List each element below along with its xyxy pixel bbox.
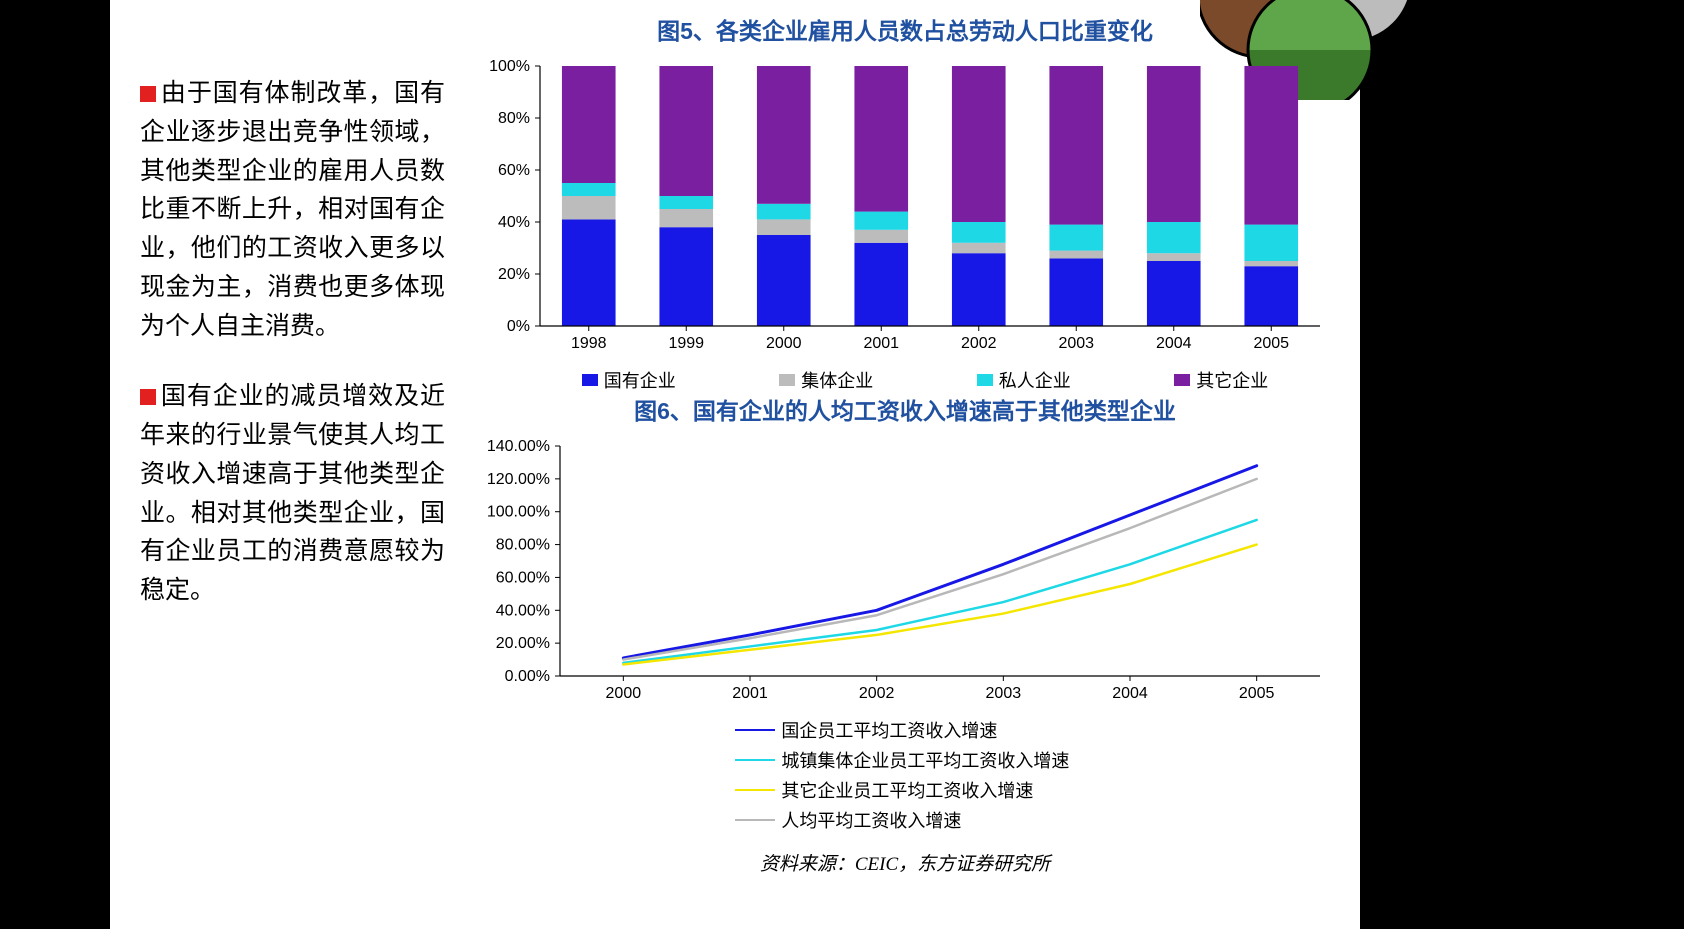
legend-label: 其它企业: [1196, 367, 1268, 393]
chart5-svg: 0% 20% 40% 60% 80% 100% 1998 1999 2000 2001 2002 20…: [470, 56, 1340, 356]
chart6: 图6、国有企业的人均工资收入增速高于其他类型企业 0.00% 20.00% 40.0…: [470, 392, 1340, 876]
legend-line-icon: [735, 789, 775, 792]
legend-line-icon: [735, 729, 775, 732]
svg-text:2000: 2000: [766, 335, 802, 352]
svg-text:140.00%: 140.00%: [487, 438, 550, 455]
svg-text:80.00%: 80.00%: [496, 537, 550, 554]
svg-text:2000: 2000: [606, 685, 642, 702]
bullet-icon: [140, 86, 156, 102]
svg-text:2005: 2005: [1239, 685, 1275, 702]
svg-text:40.00%: 40.00%: [496, 602, 550, 619]
svg-text:20%: 20%: [498, 266, 530, 283]
svg-text:60.00%: 60.00%: [496, 569, 550, 586]
legend-label: 国有企业: [604, 367, 676, 393]
svg-text:2001: 2001: [863, 335, 899, 352]
chart5-legend-item: 其它企业: [1174, 367, 1268, 393]
chart5-legend-item: 国有企业: [582, 367, 676, 393]
legend-label: 国企员工平均工资收入增速: [781, 717, 997, 743]
left-text-column: 由于国有体制改革，国有企业逐步退出竞争性领域，其他类型企业的雇用人员数比重不断上…: [140, 75, 445, 643]
legend-label: 城镇集体企业员工平均工资收入增速: [781, 747, 1069, 773]
svg-text:2002: 2002: [859, 685, 895, 702]
chart5: 图5、各类企业雇用人员数占总劳动人口比重变化 0% 20% 40% 60% 80% 100…: [470, 12, 1340, 372]
svg-text:2001: 2001: [732, 685, 768, 702]
chart6-legend: 国企员工平均工资收入增速城镇集体企业员工平均工资收入增速其它企业员工平均工资收入…: [470, 711, 1340, 835]
chart5-title: 图5、各类企业雇用人员数占总劳动人口比重变化: [470, 12, 1340, 46]
svg-text:2003: 2003: [986, 685, 1022, 702]
svg-text:0%: 0%: [507, 318, 530, 335]
paragraph-2: 国有企业的减员增效及近年来的行业景气使其人均工资收入增速高于其他类型企业。相对其…: [140, 378, 445, 611]
svg-text:1998: 1998: [571, 335, 607, 352]
svg-text:40%: 40%: [498, 214, 530, 231]
svg-text:2004: 2004: [1156, 335, 1192, 352]
legend-line-icon: [735, 759, 775, 762]
legend-swatch: [1174, 374, 1190, 386]
chart-area: 图5、各类企业雇用人员数占总劳动人口比重变化 0% 20% 40% 60% 80% 100…: [470, 12, 1340, 876]
paragraph-1: 由于国有体制改革，国有企业逐步退出竞争性领域，其他类型企业的雇用人员数比重不断上…: [140, 75, 445, 346]
legend-swatch: [779, 374, 795, 386]
svg-text:2002: 2002: [961, 335, 997, 352]
svg-text:2004: 2004: [1112, 685, 1148, 702]
chart6-svg: 0.00% 20.00% 40.00% 60.00% 80.00% 100.00% 120.…: [470, 436, 1340, 706]
legend-label: 其它企业员工平均工资收入增速: [781, 777, 1033, 803]
legend-label: 人均平均工资收入增速: [781, 807, 961, 833]
svg-text:0.00%: 0.00%: [505, 668, 550, 685]
legend-swatch: [582, 374, 598, 386]
chart6-legend-item: 其它企业员工平均工资收入增速: [735, 777, 1114, 803]
legend-line-icon: [735, 819, 775, 822]
svg-text:80%: 80%: [498, 110, 530, 127]
paragraph-1-text: 由于国有体制改革，国有企业逐步退出竞争性领域，其他类型企业的雇用人员数比重不断上…: [140, 80, 445, 340]
svg-text:120.00%: 120.00%: [487, 471, 550, 488]
svg-text:20.00%: 20.00%: [496, 635, 550, 652]
chart6-title: 图6、国有企业的人均工资收入增速高于其他类型企业: [470, 392, 1340, 426]
chart5-legend-item: 集体企业: [779, 367, 873, 393]
svg-text:2005: 2005: [1253, 335, 1289, 352]
legend-swatch: [977, 374, 993, 386]
legend-label: 集体企业: [801, 367, 873, 393]
chart6-legend-item: 人均平均工资收入增速: [735, 807, 1114, 833]
chart6-legend-item: 国企员工平均工资收入增速: [735, 717, 1114, 743]
bullet-icon: [140, 389, 156, 405]
svg-text:60%: 60%: [498, 162, 530, 179]
chart6-legend-item: 城镇集体企业员工平均工资收入增速: [735, 747, 1114, 773]
chart5-legend-item: 私人企业: [977, 367, 1071, 393]
paragraph-2-text: 国有企业的减员增效及近年来的行业景气使其人均工资收入增速高于其他类型企业。相对其…: [140, 383, 445, 604]
source-text: 资料来源：CEIC，东方证券研究所: [470, 849, 1340, 876]
svg-text:1999: 1999: [668, 335, 704, 352]
chart5-legend: 国有企业 集体企业 私人企业 其它企业: [470, 361, 1340, 395]
svg-text:100%: 100%: [489, 58, 530, 75]
svg-text:100.00%: 100.00%: [487, 504, 550, 521]
legend-label: 私人企业: [999, 367, 1071, 393]
slide: 由于国有体制改革，国有企业逐步退出竞争性领域，其他类型企业的雇用人员数比重不断上…: [110, 0, 1360, 929]
svg-text:2003: 2003: [1058, 335, 1094, 352]
